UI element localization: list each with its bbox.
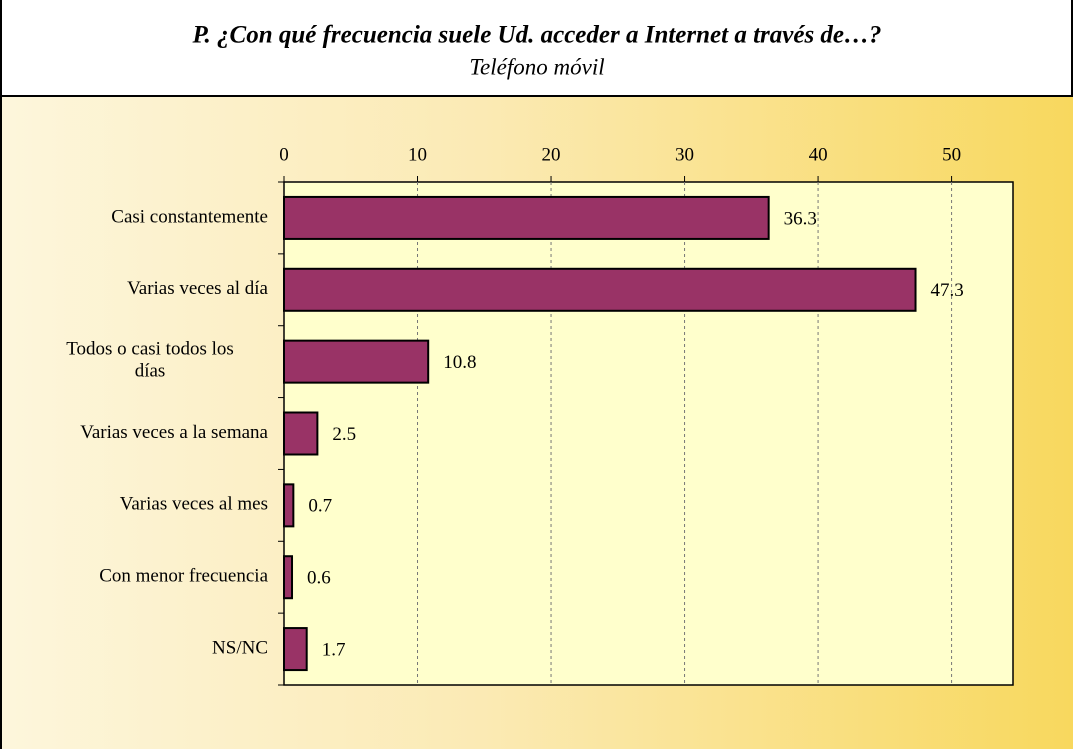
data-label: 2.5 bbox=[332, 424, 356, 445]
bar bbox=[283, 195, 770, 240]
data-label: 10.8 bbox=[443, 352, 476, 373]
bar bbox=[283, 627, 308, 672]
y-tick-label: Todos o casi todos los días bbox=[66, 339, 234, 382]
y-tick-label: Varias veces al mes bbox=[120, 494, 268, 515]
data-label: 0.6 bbox=[307, 568, 331, 589]
chart-title: P. ¿Con qué frecuencia suele Ud. acceder… bbox=[191, 22, 881, 49]
y-tick-label: NS/NC bbox=[212, 637, 268, 658]
bar bbox=[283, 267, 917, 312]
x-tick-label: 40 bbox=[809, 144, 828, 165]
chart-subtitle: Teléfono móvil bbox=[469, 54, 604, 79]
x-tick-label: 50 bbox=[942, 144, 961, 165]
bar bbox=[283, 411, 319, 456]
y-tick-label: Casi constantemente bbox=[111, 206, 268, 227]
y-tick-label: Varias veces a la semana bbox=[80, 422, 268, 443]
data-label: 36.3 bbox=[784, 208, 817, 229]
bar bbox=[283, 339, 430, 384]
data-label: 1.7 bbox=[322, 639, 346, 660]
plot-area bbox=[283, 181, 1014, 686]
bar bbox=[283, 483, 295, 528]
x-tick-label: 20 bbox=[542, 144, 561, 165]
data-label: 0.7 bbox=[308, 496, 332, 517]
x-tick-label: 30 bbox=[675, 144, 694, 165]
y-tick-label: Con menor frecuencia bbox=[99, 566, 268, 587]
x-tick-label: 10 bbox=[408, 144, 427, 165]
title-box bbox=[0, 0, 1073, 97]
data-label: 47.3 bbox=[931, 280, 964, 301]
bar bbox=[283, 555, 294, 600]
x-tick-label: 0 bbox=[279, 144, 289, 165]
y-tick-label: Varias veces al día bbox=[127, 278, 268, 299]
